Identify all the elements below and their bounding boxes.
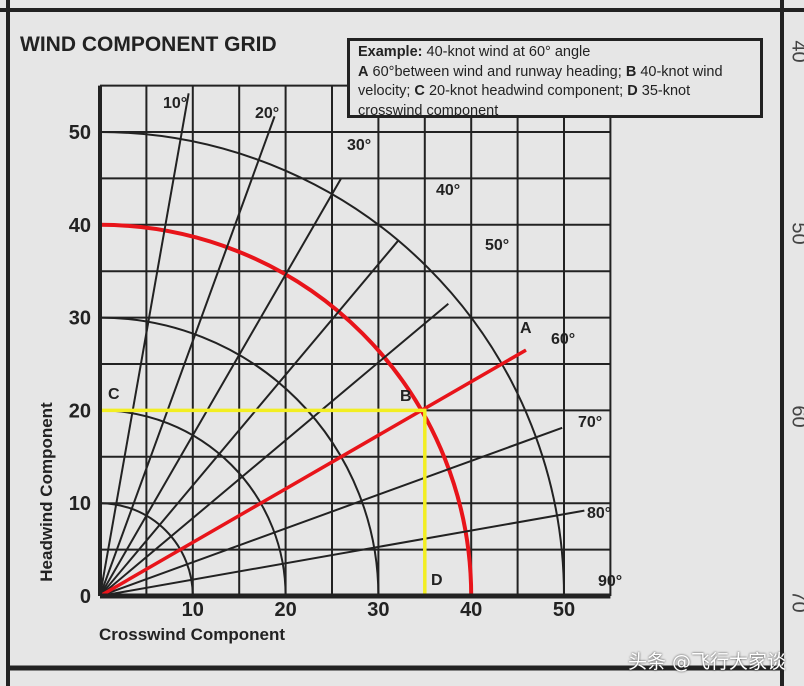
- side-number: 40: [787, 40, 804, 63]
- y-tick-label: 10: [69, 493, 91, 515]
- y-tick-label: 20: [69, 400, 91, 422]
- x-tick-label: 10: [182, 599, 204, 621]
- side-number: 70: [787, 590, 804, 613]
- example-a-key: A: [358, 63, 369, 80]
- angle-ray-70: [99, 426, 563, 597]
- x-tick-label: 30: [367, 599, 389, 621]
- example-a-text: 60°between wind and runway heading;: [372, 63, 622, 80]
- angle-label: 10°: [163, 95, 187, 112]
- watermark: 头条 @飞行大家谈: [627, 651, 786, 673]
- angle-ray-30: [99, 177, 343, 597]
- x-tick-label: 40: [460, 599, 482, 621]
- angle-label: 70°: [578, 414, 602, 431]
- angle-label: 60°: [551, 331, 575, 348]
- example-heading: Example:: [358, 44, 423, 60]
- point-label-b: B: [400, 388, 412, 405]
- wind-direction-line-60: [99, 348, 527, 598]
- example-b-text: 40-knot wind velocity;: [358, 63, 723, 100]
- point-label-a: A: [520, 320, 532, 337]
- angle-ray-80: [99, 509, 585, 597]
- wind-speed-arc: [99, 409, 287, 597]
- wind-speed-arc: [99, 502, 194, 597]
- angle-ray-40: [99, 239, 400, 597]
- y-tick-label: 40: [69, 215, 91, 237]
- wind-speed-arc-highlight: [99, 222, 474, 597]
- side-number: 50: [787, 222, 804, 245]
- point-label-d: D: [431, 572, 443, 589]
- angle-label: 90°: [598, 573, 622, 590]
- x-tick-label: 50: [553, 599, 575, 621]
- example-b-key: B: [625, 63, 637, 80]
- example-c-text: 20-knot headwind component;: [428, 83, 624, 99]
- example-heading-text: 40-knot wind at 60° angle: [426, 44, 591, 60]
- y-axis-label: Headwind Component: [37, 402, 56, 582]
- angle-label: 50°: [485, 237, 509, 254]
- point-label-c: C: [108, 386, 120, 403]
- wind-speed-arc: [99, 131, 565, 597]
- x-axis-label: Crosswind Component: [99, 625, 285, 644]
- y-tick-label: 0: [80, 586, 91, 608]
- wind-speed-arc: [99, 316, 380, 597]
- angle-ray-50: [99, 302, 449, 597]
- example-box: Example: 40-knot wind at 60° angle A 60°…: [347, 38, 763, 119]
- angle-ray-10: [99, 93, 190, 597]
- example-c-key: C: [414, 83, 425, 99]
- component-lines: [100, 408, 427, 596]
- angle-label: 30°: [347, 137, 371, 154]
- example-d-key: D: [627, 83, 638, 99]
- figure-title: WIND COMPONENT GRID: [20, 33, 277, 56]
- angle-ray-20: [99, 116, 276, 597]
- y-tick-label: 50: [69, 122, 91, 144]
- example-d-text: 35-knot crosswind component: [358, 83, 691, 119]
- y-tick-label: 30: [69, 308, 91, 330]
- side-number: 60: [787, 405, 804, 428]
- x-tick-label: 20: [274, 599, 296, 621]
- angle-label: 80°: [587, 505, 611, 522]
- angle-label: 20°: [255, 105, 279, 122]
- angle-label: 40°: [436, 182, 460, 199]
